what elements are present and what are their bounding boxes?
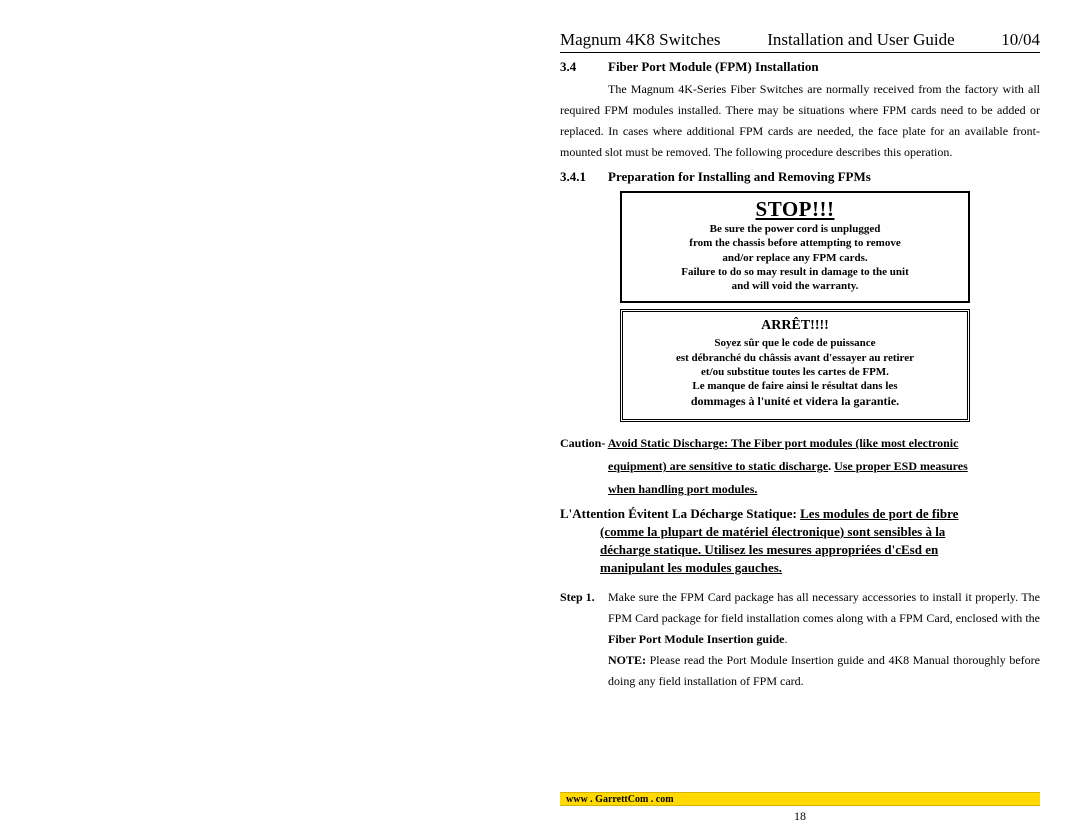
section-heading: 3.4 Fiber Port Module (FPM) Installation <box>560 59 1040 75</box>
header-center: Installation and User Guide <box>767 30 954 50</box>
arret-line: Le manque de faire ainsi le résultat dan… <box>631 379 959 393</box>
step-1: Step 1. Make sure the FPM Card package h… <box>560 587 1040 692</box>
arret-warning-box: ARRÊT!!!! Soyez sûr que le code de puiss… <box>620 309 970 422</box>
stop-line: from the chassis before attempting to re… <box>630 236 960 250</box>
stop-line: and/or replace any FPM cards. <box>630 251 960 265</box>
document-page: Magnum 4K8 Switches Installation and Use… <box>0 0 1080 834</box>
section-number: 3.4 <box>560 59 608 75</box>
stop-line: Failure to do so may result in damage to… <box>630 265 960 279</box>
step-label: Step 1. <box>560 587 608 692</box>
section-title: Fiber Port Module (FPM) Installation <box>608 59 819 75</box>
stop-warning-box: STOP!!! Be sure the power cord is unplug… <box>620 191 970 303</box>
arret-line: est débranché du châssis avant d'essayer… <box>631 351 959 365</box>
arret-line: et/ou substitue toutes les cartes de FPM… <box>631 365 959 379</box>
header-right: 10/04 <box>1001 30 1040 50</box>
page-number: 18 <box>560 809 1040 824</box>
subsection-heading: 3.4.1 Preparation for Installing and Rem… <box>560 169 1040 185</box>
arret-title: ARRÊT!!!! <box>631 318 959 334</box>
caution-fr: L'Attention Évitent La Décharge Statique… <box>560 505 1040 578</box>
stop-line: Be sure the power cord is unplugged <box>630 222 960 236</box>
subsection-number: 3.4.1 <box>560 169 608 185</box>
page-header: Magnum 4K8 Switches Installation and Use… <box>560 30 1040 52</box>
stop-line: and will void the warranty. <box>630 279 960 293</box>
header-left: Magnum 4K8 Switches <box>560 30 721 50</box>
arret-line: Soyez sûr que le code de puissance <box>631 336 959 350</box>
caution-en: Caution- Avoid Static Discharge: The Fib… <box>560 432 1040 500</box>
subsection-title: Preparation for Installing and Removing … <box>608 169 871 185</box>
section-intro: The Magnum 4K-Series Fiber Switches are … <box>560 79 1040 163</box>
step-body: Make sure the FPM Card package has all n… <box>608 587 1040 692</box>
header-rule <box>560 52 1040 53</box>
arret-line: dommages à l'unité et videra la garantie… <box>631 394 959 410</box>
footer-url-bar: www . GarrettCom . com <box>560 792 1040 806</box>
content-column: Magnum 4K8 Switches Installation and Use… <box>560 30 1040 692</box>
stop-title: STOP!!! <box>630 197 960 222</box>
